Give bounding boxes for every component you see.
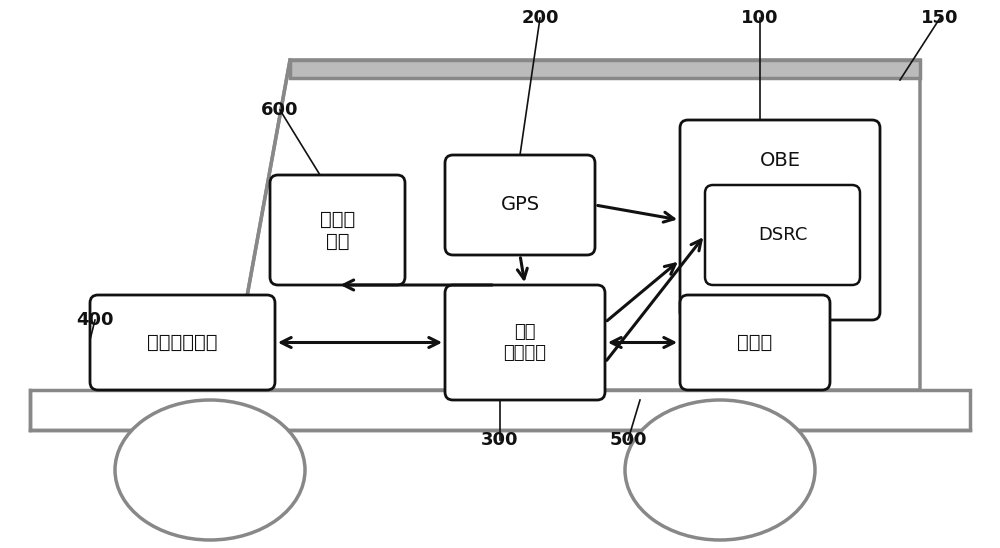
FancyBboxPatch shape (270, 175, 405, 285)
Text: GPS: GPS (500, 196, 540, 214)
FancyBboxPatch shape (680, 120, 880, 320)
Text: 100: 100 (741, 9, 779, 27)
Text: 内部通信网络: 内部通信网络 (147, 333, 218, 352)
Text: OBE: OBE (760, 210, 800, 230)
FancyBboxPatch shape (445, 155, 595, 255)
Text: 安全
控制单元: 安全 控制单元 (504, 323, 546, 362)
Text: 300: 300 (481, 431, 519, 449)
FancyBboxPatch shape (705, 185, 860, 285)
Polygon shape (230, 60, 920, 390)
Text: 500: 500 (609, 431, 647, 449)
Text: 600: 600 (261, 101, 299, 119)
FancyBboxPatch shape (445, 285, 605, 400)
Polygon shape (30, 390, 970, 430)
Text: OBE: OBE (760, 151, 800, 169)
Ellipse shape (625, 400, 815, 540)
Text: 400: 400 (76, 311, 114, 329)
Text: DSRC: DSRC (758, 226, 807, 244)
Text: 200: 200 (521, 9, 559, 27)
FancyBboxPatch shape (90, 295, 275, 390)
Text: 驾驶员
接口: 驾驶员 接口 (320, 209, 355, 250)
Text: 150: 150 (921, 9, 959, 27)
Ellipse shape (115, 400, 305, 540)
Polygon shape (290, 60, 920, 78)
Text: 存储器: 存储器 (737, 333, 773, 352)
FancyBboxPatch shape (680, 295, 830, 390)
